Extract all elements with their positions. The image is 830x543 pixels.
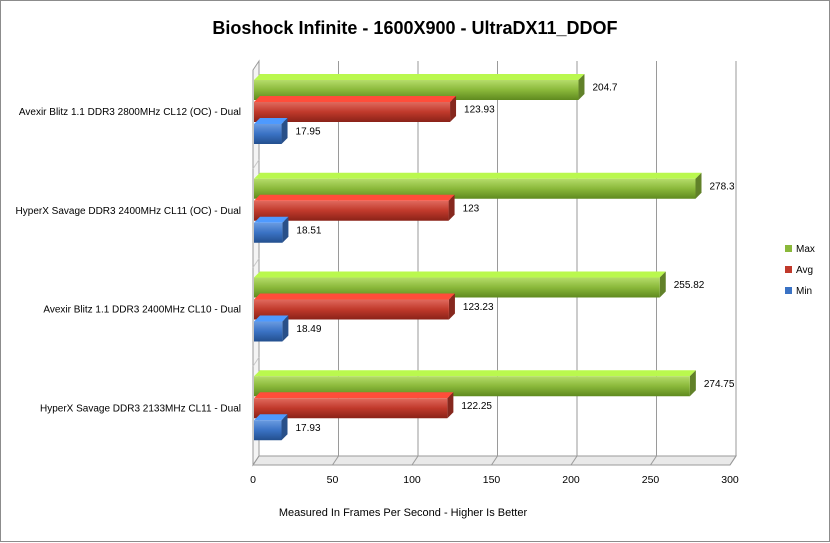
chart-title: Bioshock Infinite - 1600X900 - UltraDX11…: [212, 18, 617, 38]
bar-avg-2: [254, 293, 455, 320]
category-label: HyperX Savage DDR3 2133MHz CL11 - Dual: [40, 403, 241, 414]
legend-label: Min: [796, 286, 812, 297]
gridline-floor: [650, 455, 657, 466]
x-tick-label: 0: [250, 474, 256, 486]
gridline-floor: [491, 455, 498, 466]
legend-item-avg: Avg: [785, 265, 813, 276]
category-labels: Avexir Blitz 1.1 DDR3 2800MHz CL12 (OC) …: [16, 107, 241, 414]
bar-avg-1: [254, 194, 455, 221]
data-label-avg: 123: [463, 203, 480, 214]
data-label-avg: 123.23: [463, 302, 494, 313]
data-label-min: 18.51: [296, 225, 321, 236]
bar-avg-3: [254, 392, 454, 419]
legend-item-min: Min: [785, 286, 812, 297]
data-label-avg: 122.25: [461, 401, 492, 412]
bar-max-0: [254, 74, 585, 100]
x-tick-label: 200: [562, 474, 580, 486]
bar-max-2: [254, 271, 666, 298]
bar-min-3: [254, 414, 288, 441]
bar-max-1: [254, 172, 702, 199]
legend: Max Avg Min: [785, 244, 815, 297]
data-label-max: 204.7: [592, 83, 617, 94]
legend-label: Max: [796, 244, 815, 255]
gridline-floor: [411, 455, 419, 466]
gridline-floor: [570, 455, 578, 466]
legend-swatch: [785, 266, 792, 273]
bar-min-1: [254, 216, 289, 243]
gridline-floor: [332, 455, 339, 466]
x-tick-label: 50: [327, 474, 339, 486]
bar-avg-0: [254, 96, 457, 122]
bar-max-3: [254, 370, 696, 397]
data-labels: 204.7 123.93 17.95 278.3 123 18.51 255.82 123.2…: [296, 83, 735, 434]
category-label: Avexir Blitz 1.1 DDR3 2400MHz CL10 - Dua…: [43, 305, 241, 316]
x-axis-title: Measured In Frames Per Second - Higher I…: [279, 507, 528, 519]
legend-swatch: [785, 245, 792, 252]
category-label: Avexir Blitz 1.1 DDR3 2800MHz CL12 (OC) …: [19, 107, 241, 118]
data-label-max: 278.3: [709, 181, 734, 192]
bar-min-2: [254, 315, 289, 342]
legend-swatch: [785, 287, 792, 294]
data-label-avg: 123.93: [464, 105, 495, 116]
data-label-min: 18.49: [296, 324, 321, 335]
legend-label: Avg: [796, 265, 813, 276]
gridline-floor: [252, 455, 260, 466]
x-tick-label: 100: [403, 474, 421, 486]
x-tick-label: 250: [642, 474, 660, 486]
data-label-max: 255.82: [674, 280, 705, 291]
band-separator: [252, 356, 260, 367]
legend-item-max: Max: [785, 244, 815, 255]
band-separator: [252, 258, 260, 268]
bars: [254, 74, 702, 441]
x-tick-labels: 0 50 100 150 200 250 300: [250, 474, 739, 486]
data-label-min: 17.95: [296, 127, 321, 138]
category-label: HyperX Savage DDR3 2400MHz CL11 (OC) - D…: [16, 206, 241, 217]
data-label-min: 17.93: [296, 423, 321, 434]
band-separator: [252, 159, 260, 170]
gridline-floor: [729, 455, 737, 466]
data-label-max: 274.75: [704, 379, 735, 390]
x-tick-label: 150: [483, 474, 501, 486]
x-tick-label: 300: [721, 474, 739, 486]
bar-min-0: [254, 118, 288, 144]
